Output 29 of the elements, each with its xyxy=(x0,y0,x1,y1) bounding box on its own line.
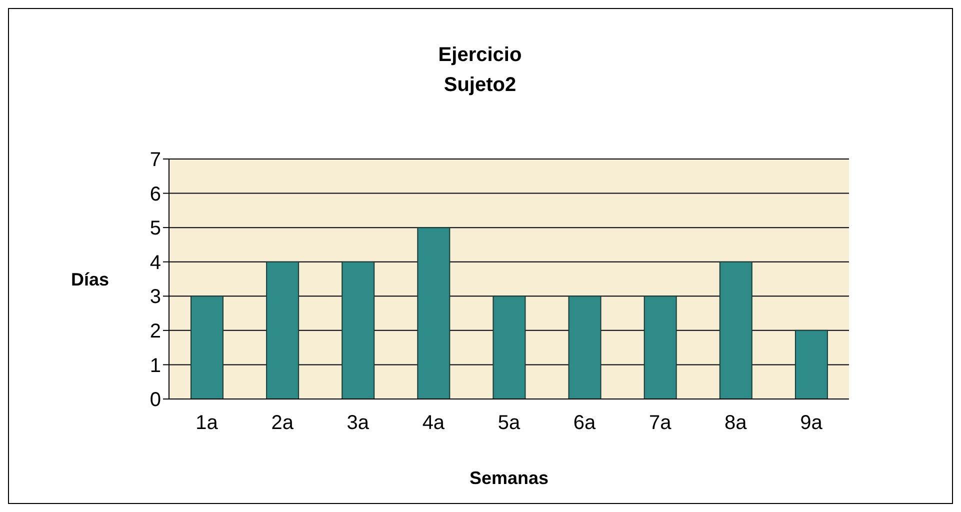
y-tick-label: 0 xyxy=(150,389,161,412)
bar xyxy=(342,261,375,399)
x-tick-label: 1a xyxy=(196,412,219,434)
y-axis-title: Días xyxy=(70,269,109,290)
y-tick-label: 3 xyxy=(150,286,161,308)
bar xyxy=(719,261,752,399)
bar xyxy=(794,330,828,399)
x-tick-label: 6a xyxy=(573,412,597,434)
bar xyxy=(266,261,300,399)
bar xyxy=(492,296,526,399)
bar xyxy=(644,296,677,399)
x-tick-label: 2a xyxy=(271,412,294,434)
x-tick-label: 8a xyxy=(724,412,748,434)
y-tick-label: 6 xyxy=(150,183,161,206)
x-tick-label: 4a xyxy=(422,412,446,434)
chart-title: Ejercicio Sujeto2 xyxy=(438,44,522,96)
y-tick-label: 4 xyxy=(150,252,161,274)
x-tick-label: 9a xyxy=(800,412,824,434)
x-tick-label: 7a xyxy=(648,412,672,434)
x-tick-label: 5a xyxy=(498,412,521,434)
bar xyxy=(190,296,224,399)
y-tick-label: 1 xyxy=(150,354,161,377)
y-tick-label: 7 xyxy=(150,149,161,172)
y-tick-label: 2 xyxy=(150,320,161,343)
x-tick-label: 3a xyxy=(346,412,370,434)
x-axis-title: Semanas xyxy=(469,468,549,488)
bar xyxy=(417,227,450,399)
bar xyxy=(568,296,602,399)
y-tick-label: 5 xyxy=(150,218,161,240)
